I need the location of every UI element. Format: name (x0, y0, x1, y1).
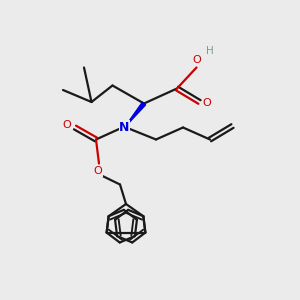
Text: O: O (62, 119, 71, 130)
Text: O: O (94, 166, 103, 176)
Polygon shape (124, 102, 146, 128)
Text: O: O (202, 98, 211, 109)
Text: H: H (206, 46, 214, 56)
Text: O: O (192, 55, 201, 65)
Text: N: N (119, 121, 130, 134)
